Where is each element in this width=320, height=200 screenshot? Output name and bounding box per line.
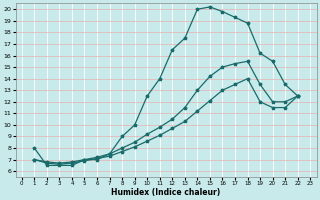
X-axis label: Humidex (Indice chaleur): Humidex (Indice chaleur) [111, 188, 221, 197]
